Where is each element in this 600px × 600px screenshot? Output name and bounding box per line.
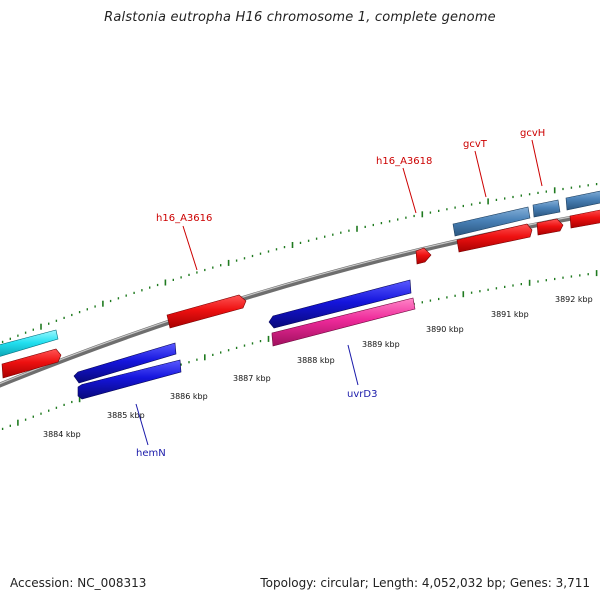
scale-labels: 3884 kbp 3885 kbp 3886 kbp 3887 kbp 3888… — [43, 295, 593, 439]
cds-forward-gcvH-partner[interactable] — [536, 218, 564, 236]
cds-forward-edge-cyan[interactable] — [0, 329, 59, 358]
tick-label-3885: 3885 kbp — [107, 411, 145, 420]
tick-label-3886: 3886 kbp — [170, 392, 208, 401]
gene-labels: h16_A3616 h16_A3618 gcvT gcvH hemN uvrD3 — [136, 128, 545, 459]
outer-tick-ring — [1, 183, 598, 343]
tick-label-3891: 3891 kbp — [491, 310, 529, 319]
cds-forward-gcvT[interactable] — [452, 206, 531, 237]
cds-forward-h16_A3618[interactable] — [415, 247, 432, 265]
leader-gcvT — [474, 150, 487, 198]
tick-label-3892: 3892 kbp — [555, 295, 593, 304]
gene-label-gcvT[interactable]: gcvT — [463, 139, 488, 150]
leader-h16_A3616 — [182, 225, 198, 271]
gene-label-hemN[interactable]: hemN — [136, 448, 166, 459]
cds-forward-gcvH[interactable] — [532, 199, 561, 218]
cds-forward-edge-red-right[interactable] — [569, 209, 600, 229]
cds-forward-edge-steel[interactable] — [565, 190, 600, 211]
cds-reverse-hemN[interactable] — [77, 359, 182, 400]
cds-reverse-uvrD3-partner[interactable] — [271, 297, 416, 347]
tick-label-3884: 3884 kbp — [43, 430, 81, 439]
gene-label-h16_A3618[interactable]: h16_A3618 — [376, 156, 432, 167]
forward-strand-features — [0, 190, 600, 379]
leader-hemN — [135, 403, 149, 446]
cds-forward-edge-red[interactable] — [1, 348, 62, 379]
gene-label-h16_A3616[interactable]: h16_A3616 — [156, 213, 212, 224]
cds-reverse-uvrD3[interactable] — [268, 279, 412, 329]
accession-label: Accession: NC_008313 — [10, 576, 147, 590]
tick-label-3889: 3889 kbp — [362, 340, 400, 349]
leader-h16_A3618 — [402, 167, 417, 214]
cds-forward-h16_A3616[interactable] — [166, 294, 247, 329]
leader-uvrD3 — [347, 344, 359, 386]
tick-label-3890: 3890 kbp — [426, 325, 464, 334]
gene-label-gcvH[interactable]: gcvH — [520, 128, 545, 139]
label-leaders — [135, 139, 543, 446]
cds-reverse-hemN-neighbor[interactable] — [73, 342, 177, 384]
leader-gcvH — [531, 139, 543, 187]
reverse-strand-features — [73, 279, 416, 400]
tick-label-3888: 3888 kbp — [297, 356, 335, 365]
gene-label-uvrD3[interactable]: uvrD3 — [347, 389, 377, 400]
cds-forward-gcvT-partner[interactable] — [456, 223, 533, 253]
tick-label-3887: 3887 kbp — [233, 374, 271, 383]
map-title: Ralstonia eutropha H16 chromosome 1, com… — [104, 10, 496, 25]
genome-summary: Topology: circular; Length: 4,052,032 bp… — [260, 576, 590, 590]
